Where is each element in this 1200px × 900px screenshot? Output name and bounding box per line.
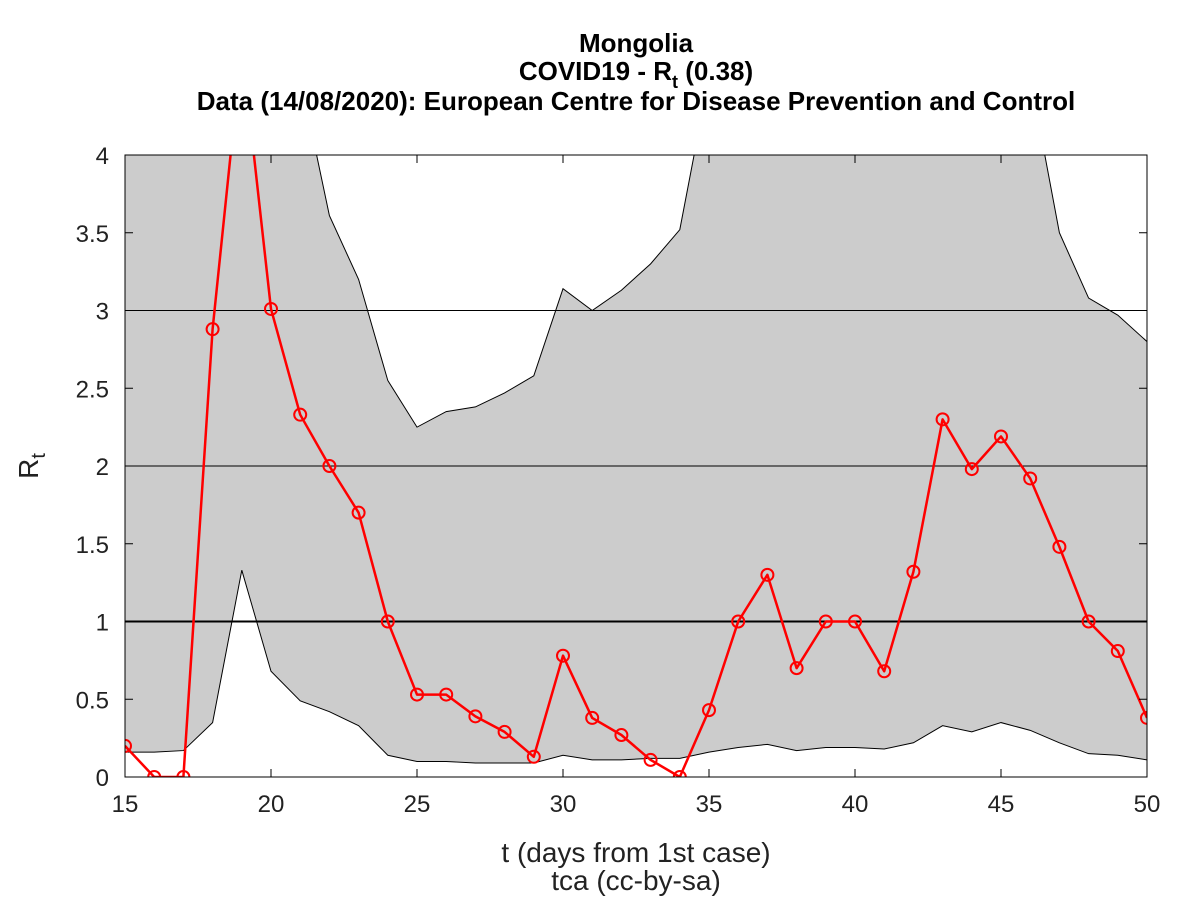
axis-ticks: 15 20 25 30 35 40 45 50 0 0.5 1 1.5 2 2.5 3 3.5 4 [76,143,1161,818]
data-point [468,709,483,724]
confidence-band [125,155,1147,763]
chart-title-metric: COVID19 - Rt (0.38) [519,56,753,92]
data-point [731,614,746,629]
x-axis-label: t (days from 1st case) [501,837,770,868]
y-tick-label: 4 [96,143,109,170]
data-point [264,301,278,316]
data-point [1110,644,1125,659]
data-point [643,752,658,767]
plot-area [125,40,1147,777]
data-point [125,738,132,753]
chart-title-country: Mongolia [579,28,694,58]
confidence-band-lower-edge [125,570,1147,764]
data-point [380,614,395,629]
data-point [322,459,337,473]
rt-series-markers [125,40,1147,777]
y-tick-label: 0 [96,765,109,792]
x-tick-label: 30 [550,791,577,818]
data-point [585,710,600,725]
data-point [205,322,220,337]
x-tick-label: 40 [842,791,869,818]
data-point [935,412,950,427]
y-tick-label: 2.5 [76,376,109,403]
data-point [672,770,687,777]
data-point [497,724,512,739]
data-point [176,770,191,777]
x-tick-label: 35 [696,791,723,818]
data-point [760,567,775,582]
x-tick-label: 20 [258,791,285,818]
data-point [351,505,366,520]
data-point [789,661,804,676]
data-point [526,749,541,764]
data-point [964,462,979,477]
y-tick-label: 1.5 [76,532,109,559]
data-point [906,564,921,579]
data-point [556,648,570,663]
rt-series-line [125,155,1147,777]
y-tick-label: 0.5 [76,687,109,714]
data-point [1052,539,1067,554]
data-point [818,614,833,629]
y-axis-label: Rt [13,453,50,479]
x-tick-label: 15 [112,791,139,818]
data-point [439,687,454,702]
chart-title-source: Data (14/08/2020): European Centre for D… [197,86,1075,116]
data-point [1140,710,1147,725]
x-tick-label: 50 [1134,791,1161,818]
y-tick-label: 3.5 [76,221,109,248]
x-tick-label: 45 [988,791,1015,818]
data-point [1023,471,1038,486]
y-tick-label: 3 [96,299,109,326]
data-point [702,703,716,718]
data-point [1081,614,1096,629]
data-point [877,664,892,679]
data-point [848,614,862,629]
data-point [994,429,1008,444]
data-point [410,687,424,702]
y-tick-label: 1 [96,610,109,637]
data-point [293,407,308,422]
data-point [614,728,629,743]
data-point [236,40,248,52]
x-axis-sublabel: tca (cc-by-sa) [551,865,721,896]
x-tick-label: 25 [404,791,431,818]
y-tick-label: 2 [96,454,109,481]
confidence-band-upper-edge [316,155,1147,428]
data-point [147,770,162,777]
